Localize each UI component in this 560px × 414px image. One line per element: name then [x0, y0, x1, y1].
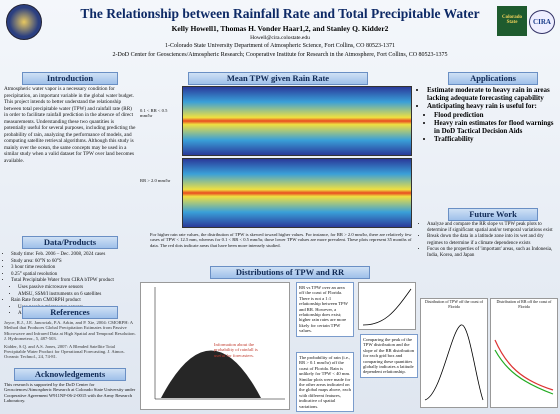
title: The Relationship between Rainfall Rate a…: [80, 6, 480, 21]
email: Howell@cira.colostate.edu: [250, 35, 310, 41]
list-item: Trafficability: [434, 135, 558, 143]
authors: Kelly Howell1, Thomas H. Vonder Haar1,2,…: [171, 24, 389, 33]
curve: [494, 339, 554, 391]
list-item: Heavy rain estimates for flood warnings …: [434, 119, 558, 135]
list-item: Total Precipitable Water from CIRA bTPW …: [11, 278, 136, 285]
list-item: Analyze and compare the RR slope vs TPW …: [427, 222, 558, 234]
list-item: 3 hour time resolution: [11, 265, 136, 272]
reference: Kidder, S.Q. and A.S. Jones, 2007: A Ble…: [4, 343, 125, 360]
rr-plot: Distribution of RR off the coast of Flor…: [490, 298, 558, 408]
intro-text: Atmospheric water vapor is a necessary c…: [4, 86, 136, 164]
plot-title: Distribution of RR off the coast of Flor…: [496, 299, 552, 310]
list-item: Flood prediction: [434, 111, 558, 119]
curve: [362, 288, 412, 326]
plot-title: Distribution of TPW off the coast of Flo…: [425, 299, 483, 310]
list-item: 0.25° spatial resolution: [11, 272, 136, 279]
map: [182, 158, 412, 228]
text-box: Comparing the peak of the TPW distributi…: [360, 334, 418, 378]
map-label: RR > 2.0 mm/hr: [140, 178, 171, 183]
section-heading: Introduction: [22, 72, 118, 85]
rr-graphic: [494, 339, 554, 395]
dod-seal: [6, 4, 42, 40]
text-box: RR vs TPW over an area off the coast of …: [296, 282, 354, 337]
tpw-graphic: [424, 324, 484, 401]
caption: For higher rain rate values, the distrib…: [150, 232, 412, 248]
section-heading: References: [22, 306, 118, 319]
list-item: Break down the data in a latitude zone i…: [427, 234, 558, 246]
list-item: AMSU, SSM/I instruments on 6 satellites: [18, 292, 136, 299]
section-heading: Distributions of TPW and RR: [210, 266, 370, 279]
section-heading: Acknowledgements: [14, 368, 126, 381]
csu-logo: Colorado State: [497, 6, 527, 36]
list-item: Focus on the properties of 'important' a…: [427, 247, 558, 259]
future-list: Analyze and compare the RR slope vs TPW …: [420, 222, 558, 259]
text-box: The probability of rain (i.e., RR > 0.1 …: [296, 352, 354, 413]
section-heading: Applications: [448, 72, 538, 85]
scatter-graphic: [154, 287, 285, 400]
scatter-plot: [140, 282, 290, 410]
cira-logo: CIRA: [529, 10, 555, 34]
list-item: Uses passive microwave sensors: [18, 285, 136, 292]
applications-list: Estimate moderate to heavy rain in areas…: [420, 86, 558, 143]
probability-plot: [358, 282, 416, 330]
section-heading: Data/Products: [22, 236, 118, 249]
map: [182, 86, 412, 156]
curve: [494, 349, 554, 395]
ack-text: This research is supported by the DoD Ce…: [4, 382, 136, 404]
references: Joyce, R.J., J.E. Janowiak, P.A. Arkin, …: [4, 320, 136, 362]
map-label: 0.1 < RR < 0.5 mm/hr: [140, 108, 168, 119]
affiliation: 1-Colorado State University Department o…: [165, 43, 395, 49]
section-heading: Mean TPW given Rain Rate: [188, 72, 368, 85]
scatter-note: Information about the probability of rai…: [214, 342, 258, 358]
tpw-plot: Distribution of TPW off the coast of Flo…: [420, 298, 488, 408]
list-item: Study area: 60°N to 60°S: [11, 259, 136, 266]
list-item: Anticipating heavy rain is useful for:: [427, 102, 558, 110]
point-cloud: [161, 350, 261, 398]
probability-graphic: [362, 288, 412, 326]
section-heading: Future Work: [448, 208, 538, 221]
curve: [424, 324, 484, 401]
list-item: Study time: Feb. 2006 – Dec. 2008, 2024 …: [11, 252, 136, 259]
list-item: Rain Rate from CMORPH product: [11, 298, 136, 305]
affiliation: 2-DoD Center for Geosciences/Atmospheric…: [112, 52, 448, 58]
reference: Joyce, R.J., J.E. Janowiak, P.A. Arkin, …: [4, 320, 136, 342]
list-item: Estimate moderate to heavy rain in areas…: [427, 86, 558, 102]
